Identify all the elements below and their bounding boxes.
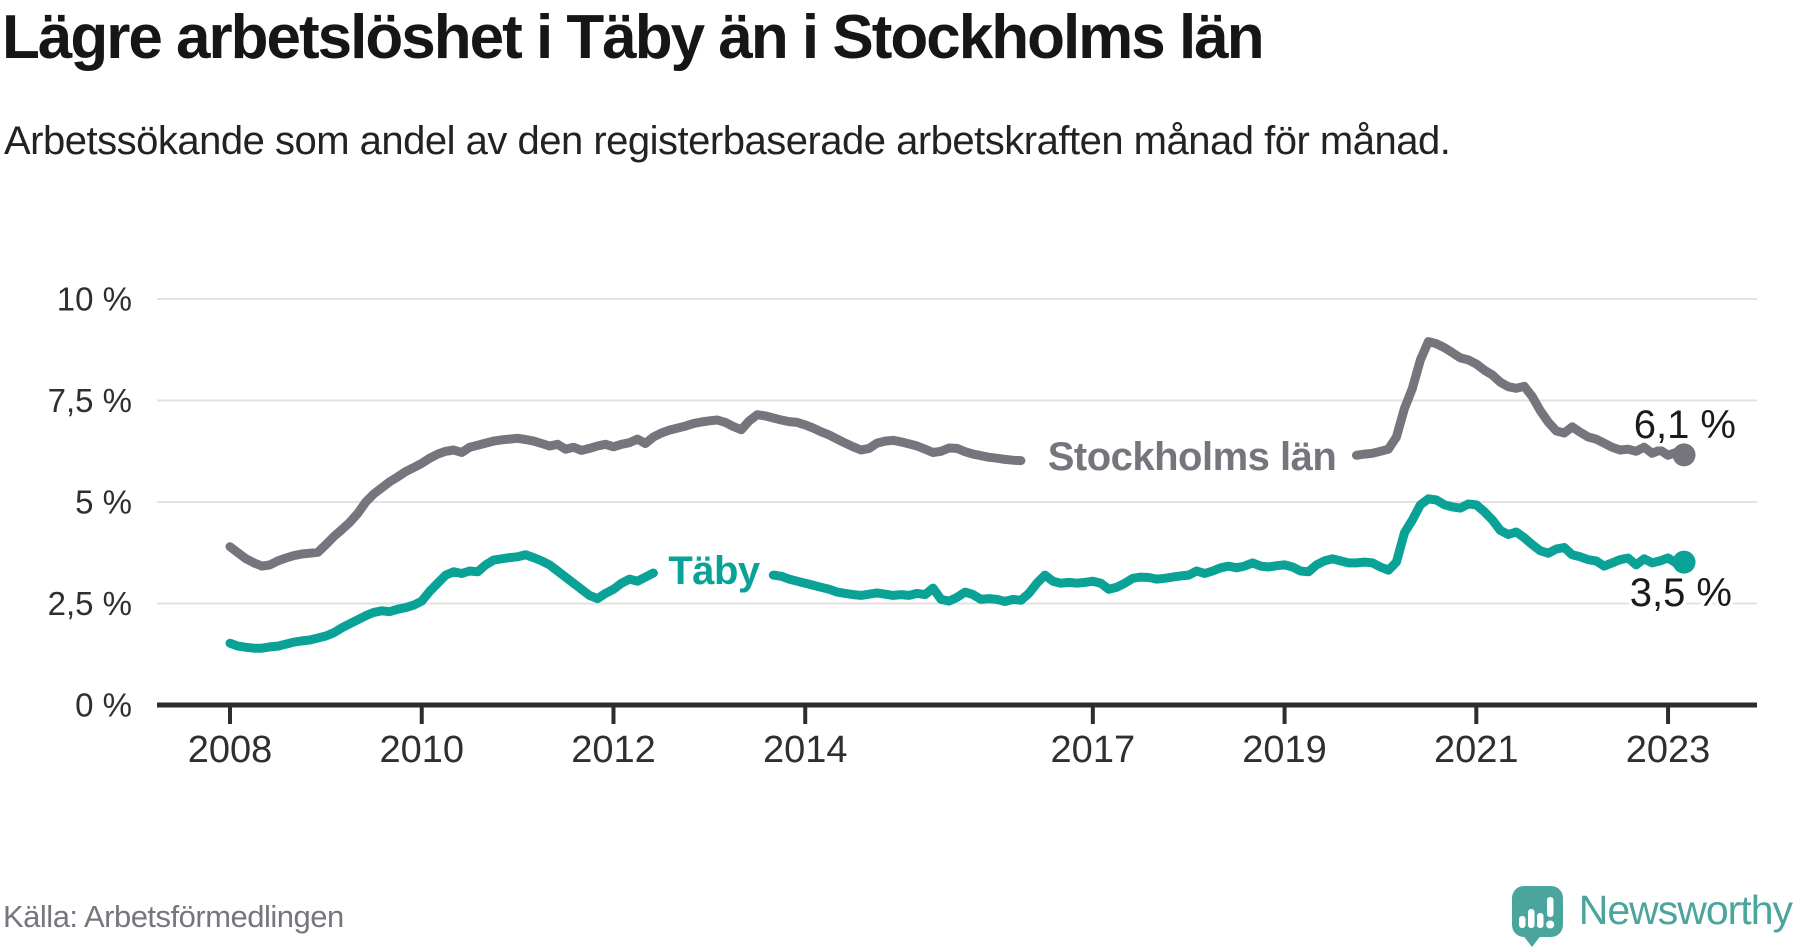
series-end-dot-t-by xyxy=(1672,550,1696,574)
x-axis-tick-label: 2019 xyxy=(1242,729,1327,771)
x-axis-tick-label: 2023 xyxy=(1626,729,1711,771)
y-axis-tick-label: 7,5 % xyxy=(48,382,132,419)
x-axis-tick-label: 2008 xyxy=(188,729,273,771)
y-axis-tick-label: 10 % xyxy=(57,281,132,318)
y-axis-tick-label: 0 % xyxy=(75,687,132,724)
source-note: Källa: Arbetsförmedlingen xyxy=(3,899,344,934)
series-line-stockholms-l-n xyxy=(225,337,1689,571)
series-end-dot-stockholms-l-n xyxy=(1672,443,1696,467)
newsworthy-bubble-icon xyxy=(1511,886,1563,947)
end-value-label-stockholms-l-n: 6,1 % xyxy=(1634,403,1736,447)
end-value-label-t-by: 3,5 % xyxy=(1630,571,1732,615)
y-axis-tick-label: 5 % xyxy=(75,484,132,521)
x-axis-tick-label: 2017 xyxy=(1051,729,1136,771)
series-line-t-by xyxy=(225,494,1689,653)
newsworthy-wordmark: Newsworthy xyxy=(1578,886,1793,933)
x-axis-tick-label: 2014 xyxy=(763,729,848,771)
x-axis-tick-label: 2010 xyxy=(379,729,464,771)
x-axis-tick-label: 2021 xyxy=(1434,729,1519,771)
newsworthy-logo: Newsworthy xyxy=(1511,884,1793,948)
series-label-stockholms-l-n: Stockholms län xyxy=(1048,435,1337,479)
y-axis-tick-label: 2,5 % xyxy=(48,585,132,622)
series-label-t-by: Täby xyxy=(668,549,761,593)
x-axis-tick-label: 2012 xyxy=(571,729,656,771)
page-title: Lägre arbetslöshet i Täby än i Stockholm… xyxy=(2,3,1265,72)
chart-subtitle: Arbetssökande som andel av den registerb… xyxy=(4,119,1451,163)
